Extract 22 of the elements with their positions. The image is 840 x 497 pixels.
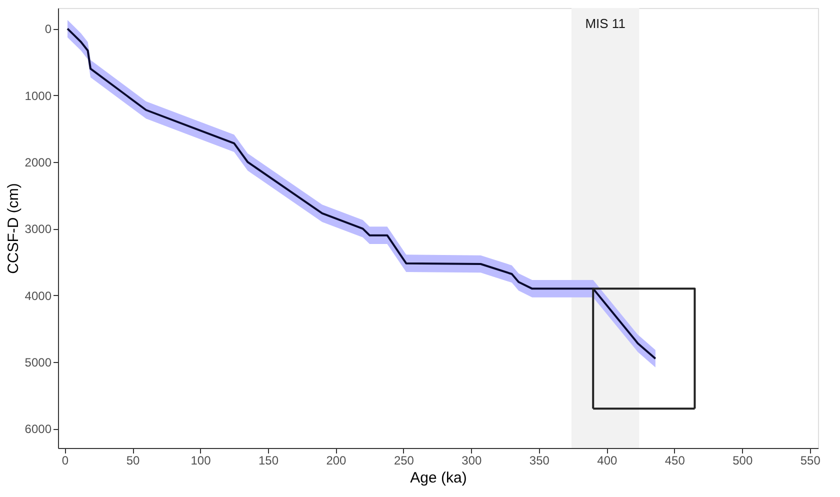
x-tick-label: 400 [597, 454, 618, 468]
x-tick-label: 250 [394, 454, 414, 468]
x-tick-label: 0 [62, 454, 69, 468]
x-tick-label: 50 [126, 454, 140, 468]
band-label: MIS 11 [585, 16, 626, 31]
y-tick-label: 5000 [24, 356, 52, 370]
y-tick-label: 4000 [24, 288, 52, 303]
y-tick-label: 3000 [24, 222, 52, 236]
x-axis-title: Age (ka) [410, 470, 467, 486]
y-axis-title: CCSF-D (cm) [4, 183, 22, 274]
x-tick-label: 100 [190, 454, 212, 468]
x-tick-label: 300 [462, 454, 482, 468]
y-tick-label: 6000 [24, 422, 52, 436]
x-tick-label: 450 [664, 454, 686, 468]
x-tick-label: 200 [326, 454, 347, 468]
y-tick-label: 0 [44, 22, 52, 36]
x-tick-label: 150 [258, 454, 279, 468]
x-tick-label: 500 [732, 454, 753, 468]
y-tick-label: 2000 [24, 156, 52, 170]
x-tick-label: 550 [800, 454, 821, 468]
x-tick-label: 350 [529, 454, 550, 468]
y-tick-label: 1000 [24, 88, 52, 103]
